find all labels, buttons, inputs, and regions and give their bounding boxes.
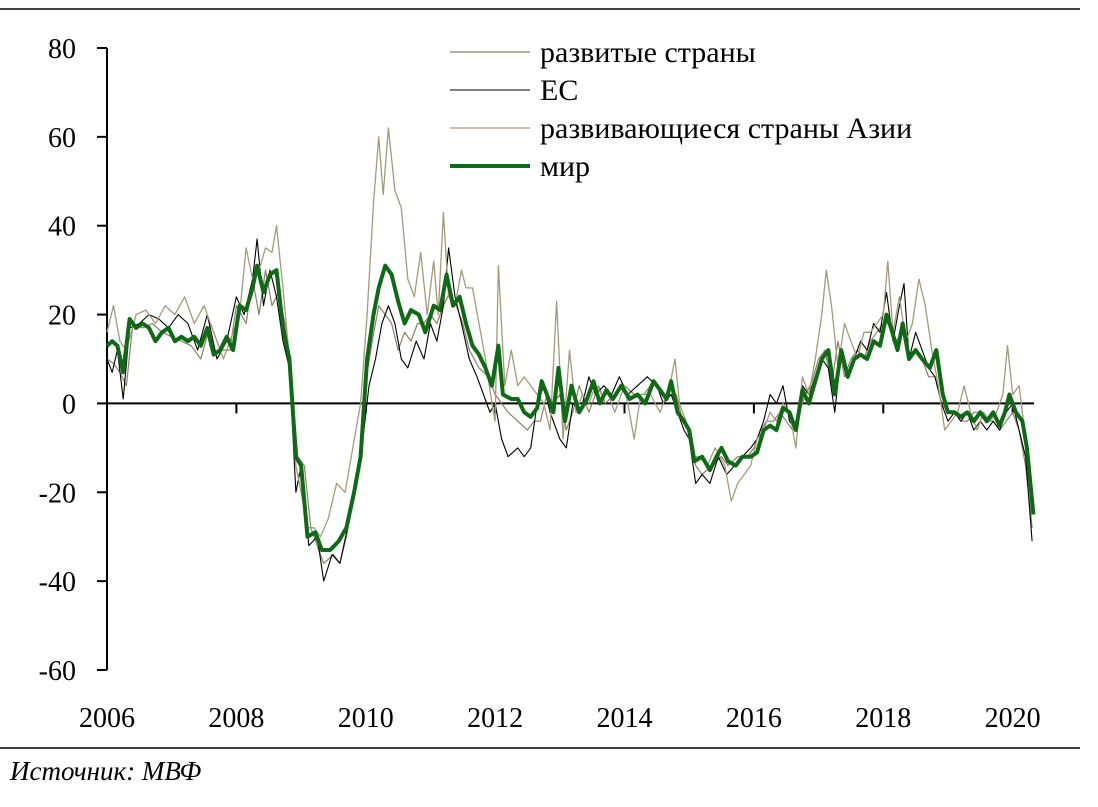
legend-label-0: развитые страны — [540, 36, 756, 69]
series-line-3 — [105, 263, 1036, 552]
x-tick-label: 2020 — [985, 703, 1041, 734]
x-tick-label: 2012 — [467, 703, 523, 734]
series-line-0 — [106, 269, 1033, 564]
y-tick-label: 0 — [62, 389, 76, 420]
y-tick-label: -20 — [39, 478, 76, 509]
source-note: Источник: МВФ — [10, 756, 202, 786]
y-tick-label: 80 — [48, 34, 76, 65]
x-tick-label: 2008 — [208, 703, 264, 734]
x-tick-label: 2014 — [597, 703, 653, 734]
y-tick-label: 40 — [48, 212, 76, 243]
y-tick-label: 60 — [48, 123, 76, 154]
x-tick-label: 2006 — [79, 703, 135, 734]
series-line-1 — [106, 238, 1033, 582]
x-tick-label: 2018 — [855, 703, 911, 734]
legend-label-1: ЕС — [540, 74, 578, 107]
x-tick-label: 2016 — [726, 703, 782, 734]
legend: развитые страны ЕС развивающиеся страны Аз… — [450, 36, 912, 183]
x-tick-label: 2010 — [338, 703, 394, 734]
legend-label-3: мир — [540, 150, 590, 183]
y-tick-label: 20 — [48, 301, 76, 332]
legend-label-2: развивающиеся страны Азии — [540, 112, 912, 145]
series-group — [105, 127, 1036, 582]
y-tick-label: -60 — [39, 656, 76, 687]
y-tick-label: -40 — [39, 567, 76, 598]
